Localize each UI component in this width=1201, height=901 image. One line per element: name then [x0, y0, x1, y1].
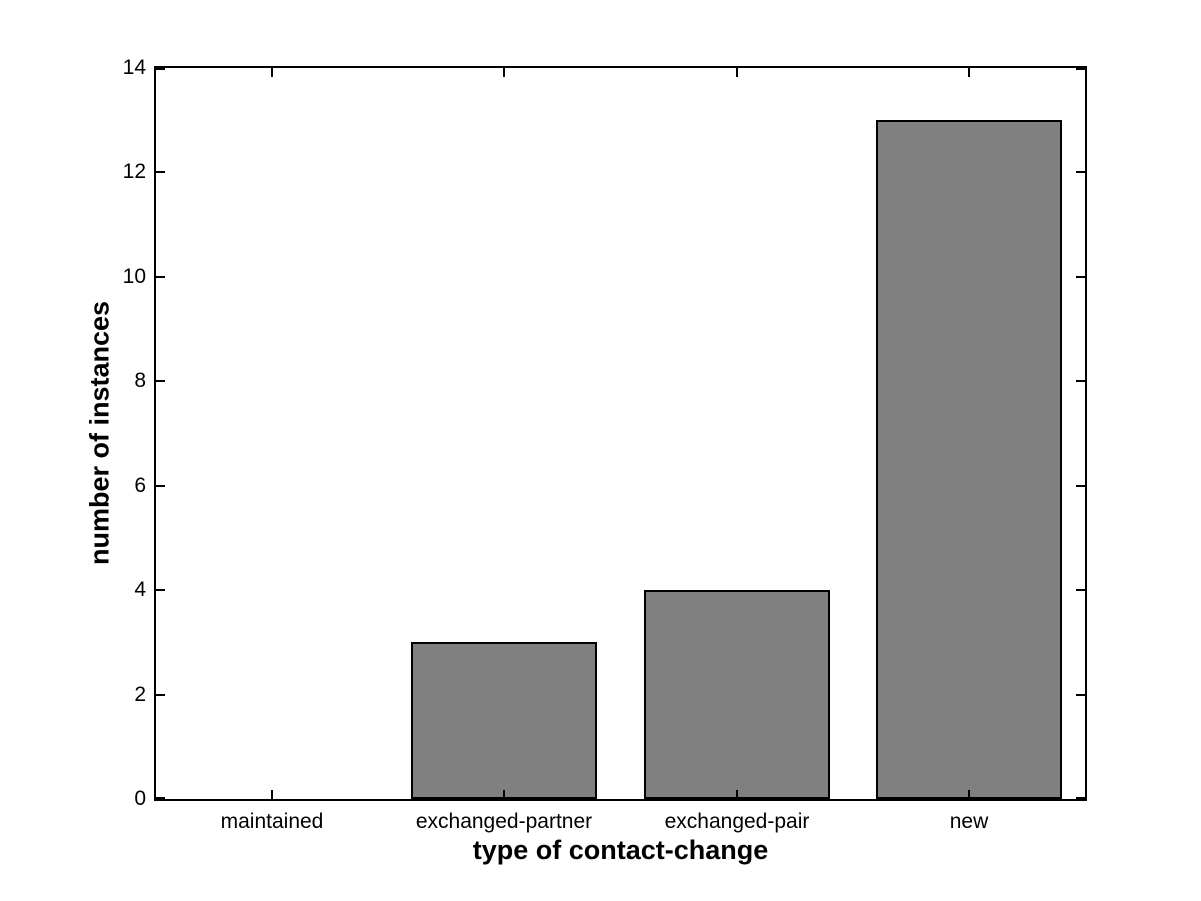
- y-tick-right: [1076, 380, 1085, 382]
- y-tick-label: 8: [134, 369, 146, 392]
- y-axis-label: number of instances: [84, 300, 115, 566]
- x-tick-label-exchanged-pair: exchanged-pair: [664, 810, 810, 833]
- x-tick-bottom: [736, 790, 738, 799]
- x-tick-top: [503, 68, 505, 77]
- y-tick-left: [156, 380, 165, 382]
- y-tick-right: [1076, 694, 1085, 696]
- bar-exchanged-partner: [411, 642, 597, 799]
- x-tick-bottom: [968, 790, 970, 799]
- x-tick-bottom: [503, 790, 505, 799]
- y-tick-left: [156, 171, 165, 173]
- x-tick-label-exchanged-partner: exchanged-partner: [415, 810, 593, 833]
- y-tick-label: 0: [134, 787, 146, 810]
- y-tick-right: [1076, 797, 1085, 799]
- y-tick-right: [1076, 68, 1085, 70]
- y-tick-label: 10: [122, 265, 146, 288]
- x-tick-top: [736, 68, 738, 77]
- y-tick-left: [156, 589, 165, 591]
- x-tick-label-new: new: [949, 810, 989, 833]
- y-tick-left: [156, 694, 165, 696]
- bar-exchanged-pair: [644, 590, 830, 799]
- x-axis-label: type of contact-change: [472, 835, 769, 865]
- plot-area: [154, 66, 1087, 801]
- y-tick-right: [1076, 171, 1085, 173]
- y-tick-label: 6: [134, 474, 146, 497]
- x-tick-top: [271, 68, 273, 77]
- y-tick-label: 2: [134, 683, 146, 706]
- y-tick-left: [156, 485, 165, 487]
- x-tick-label-maintained: maintained: [220, 810, 324, 833]
- y-tick-left: [156, 797, 165, 799]
- y-tick-label: 12: [122, 160, 146, 183]
- y-tick-label: 14: [122, 56, 146, 79]
- x-tick-bottom: [271, 790, 273, 799]
- bar-new: [876, 120, 1062, 799]
- x-tick-top: [968, 68, 970, 77]
- y-tick-right: [1076, 485, 1085, 487]
- y-tick-right: [1076, 276, 1085, 278]
- y-tick-left: [156, 276, 165, 278]
- y-tick-right: [1076, 589, 1085, 591]
- y-tick-label: 4: [134, 578, 146, 601]
- y-tick-left: [156, 68, 165, 70]
